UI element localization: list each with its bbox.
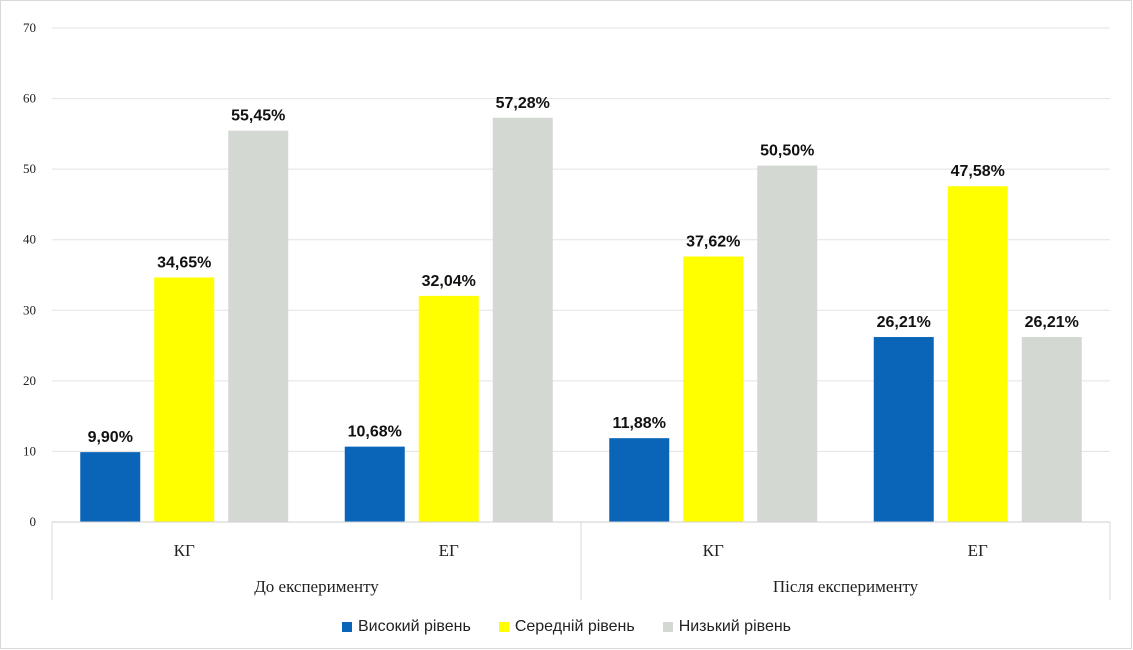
y-tick-label: 70 bbox=[23, 20, 36, 35]
bar bbox=[757, 165, 818, 522]
x-group-label: Після експерименту bbox=[773, 577, 919, 596]
bar bbox=[683, 256, 744, 522]
data-label: 11,88% bbox=[613, 415, 666, 432]
y-tick-label: 30 bbox=[23, 302, 36, 317]
legend-label-high: Високий рівень bbox=[357, 618, 471, 635]
data-label: 47,58% bbox=[951, 163, 1005, 180]
bar bbox=[492, 117, 553, 523]
bar bbox=[80, 452, 141, 522]
data-label: 26,21% bbox=[1025, 314, 1079, 331]
legend-label-medium: Середній рівень bbox=[514, 618, 635, 635]
x-category-label: КГ bbox=[703, 541, 724, 560]
data-label: 9,90% bbox=[88, 429, 133, 446]
legend-swatch-high bbox=[341, 622, 352, 632]
legend-label-low: Низький рівень bbox=[678, 618, 792, 635]
bar bbox=[1021, 337, 1082, 522]
legend: Високий рівень Середній рівень Низький р… bbox=[0, 612, 1133, 642]
x-category-label: ЕГ bbox=[968, 541, 988, 560]
data-label: 34,65% bbox=[157, 254, 211, 271]
legend-swatch-low bbox=[662, 622, 673, 632]
bar bbox=[154, 277, 215, 522]
bar bbox=[947, 186, 1008, 523]
data-label: 26,21% bbox=[877, 314, 931, 331]
y-tick-label: 40 bbox=[23, 232, 36, 247]
legend-swatch-medium bbox=[498, 622, 509, 632]
y-tick-label: 50 bbox=[23, 161, 36, 176]
legend-item-low: Низький рівень bbox=[662, 618, 792, 636]
y-tick-label: 20 bbox=[23, 373, 36, 388]
data-label: 37,62% bbox=[686, 234, 740, 251]
legend-item-high: Високий рівень bbox=[341, 618, 471, 636]
y-tick-label: 60 bbox=[23, 91, 36, 106]
data-label: 50,50% bbox=[760, 143, 814, 160]
y-tick-label: 10 bbox=[23, 443, 36, 458]
bar bbox=[344, 446, 405, 522]
data-label: 10,68% bbox=[348, 424, 402, 441]
bar bbox=[873, 337, 934, 522]
y-tick-label: 0 bbox=[30, 514, 37, 529]
legend-item-medium: Середній рівень bbox=[498, 618, 635, 636]
bar bbox=[418, 295, 479, 522]
x-group-label: До експерименту bbox=[254, 577, 379, 596]
bar bbox=[228, 130, 289, 522]
bar bbox=[609, 438, 670, 522]
x-category-label: ЕГ bbox=[439, 541, 459, 560]
data-label: 55,45% bbox=[231, 108, 285, 125]
data-label: 32,04% bbox=[422, 273, 476, 290]
x-category-label: КГ bbox=[174, 541, 195, 560]
data-label: 57,28% bbox=[496, 95, 550, 112]
